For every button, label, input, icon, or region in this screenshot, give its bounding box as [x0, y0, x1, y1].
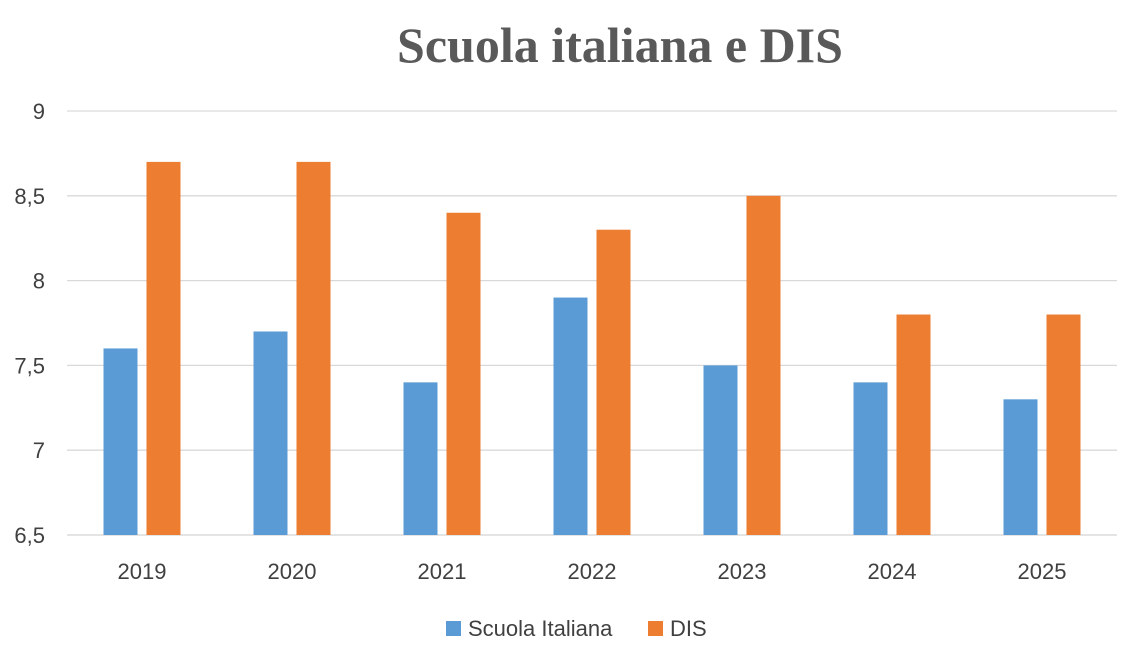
- legend-swatch: [648, 621, 663, 636]
- legend-swatch: [446, 621, 461, 636]
- x-tick-label: 2021: [418, 559, 467, 584]
- y-tick-label: 6,5: [14, 523, 45, 548]
- bar-scuola-italiana-2021: [403, 382, 438, 535]
- y-tick-label: 8,5: [14, 184, 45, 209]
- bar-scuola-italiana-2023: [703, 365, 738, 535]
- bar-scuola-italiana-2019: [103, 348, 138, 535]
- legend-label: Scuola Italiana: [468, 616, 613, 641]
- x-tick-label: 2022: [568, 559, 617, 584]
- legend-label: DIS: [670, 616, 707, 641]
- y-tick-label: 9: [33, 99, 45, 124]
- bar-dis-2024: [896, 314, 931, 535]
- bars: [103, 161, 1081, 536]
- bar-scuola-italiana-2020: [253, 331, 288, 535]
- bar-scuola-italiana-2024: [853, 382, 888, 535]
- x-tick-label: 2023: [718, 559, 767, 584]
- y-axis-ticks: 6,5 7 7,5 8 8,5 9: [14, 99, 45, 548]
- bar-scuola-italiana-2022: [553, 297, 588, 535]
- bar-dis-2021: [446, 212, 481, 535]
- chart-title: Scuola italiana e DIS: [397, 17, 843, 73]
- bar-dis-2025: [1046, 314, 1081, 535]
- x-tick-label: 2020: [268, 559, 317, 584]
- x-tick-label: 2025: [1018, 559, 1067, 584]
- y-tick-label: 7: [33, 438, 45, 463]
- legend: Scuola Italiana DIS: [446, 616, 707, 641]
- bar-dis-2023: [746, 195, 781, 536]
- x-tick-label: 2019: [118, 559, 167, 584]
- bar-dis-2019: [146, 161, 181, 535]
- gridlines: [67, 110, 1117, 536]
- bar-scuola-italiana-2025: [1003, 399, 1038, 535]
- x-axis-ticks: 2019 2020 2021 2022 2023 2024 2025: [118, 559, 1067, 584]
- bar-dis-2022: [596, 229, 631, 535]
- bar-dis-2020: [296, 161, 331, 535]
- x-tick-label: 2024: [868, 559, 917, 584]
- y-tick-label: 7,5: [14, 353, 45, 378]
- y-tick-label: 8: [33, 269, 45, 294]
